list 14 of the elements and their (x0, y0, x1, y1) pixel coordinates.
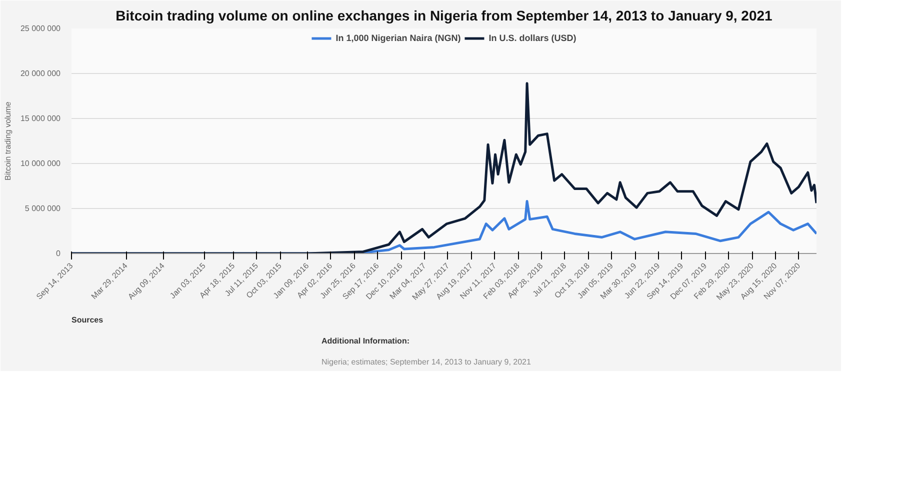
legend-label: In 1,000 Nigerian Naira (NGN) (336, 33, 461, 43)
legend-label: In U.S. dollars (USD) (488, 33, 576, 43)
y-tick-label: 25 000 000 (20, 24, 62, 33)
y-tick-label: 10 000 000 (20, 159, 62, 168)
y-tick-label: 20 000 000 (20, 69, 62, 78)
text: Nigeria; estimates; September 14, 2013 to January 9, 2021 (322, 358, 532, 366)
y-tick-label: 15 000 000 (20, 114, 62, 123)
text: Sources (72, 316, 104, 324)
text: Additional Information: (322, 336, 410, 346)
y-axis-title: Bitcoin trading volume (3, 101, 12, 180)
line-series (72, 82, 816, 254)
y-tick-label: 0 (56, 249, 62, 258)
chart-title: Bitcoin trading volume on online exchanges in Nigeria from September 14, 2013 to January 9, 2021 (116, 8, 773, 24)
y-tick-label: 5 000 000 (24, 204, 62, 213)
